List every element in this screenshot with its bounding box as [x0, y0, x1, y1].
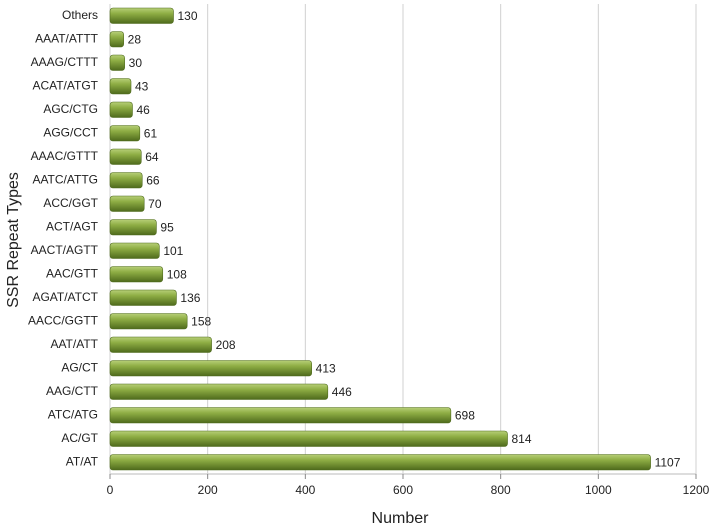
bar — [109, 289, 177, 306]
y-tick-label: AAAC/GTTT — [31, 149, 99, 163]
y-tick-label: AAG/CTT — [46, 384, 99, 398]
bar — [109, 266, 164, 283]
bar — [109, 360, 312, 377]
bar — [109, 125, 141, 142]
value-label: 130 — [177, 9, 197, 23]
value-label: 101 — [163, 244, 183, 258]
bar — [109, 407, 452, 424]
x-tick-label: 200 — [198, 483, 218, 497]
y-tick-label: AAAT/ATTT — [35, 31, 99, 45]
bar — [109, 219, 157, 236]
y-tick-label: ACT/AGT — [46, 219, 99, 233]
x-tick-label: 1000 — [585, 483, 612, 497]
x-tick-label: 400 — [295, 483, 315, 497]
bar — [109, 336, 212, 353]
value-label: 136 — [180, 291, 200, 305]
value-label: 66 — [146, 173, 160, 187]
y-tick-label: AT/AT — [66, 454, 99, 468]
y-tick-label: ACC/GGT — [43, 196, 98, 210]
value-label: 95 — [160, 220, 174, 234]
y-tick-label: AAT/ATT — [50, 337, 98, 351]
y-tick-label: AG/CT — [61, 360, 98, 374]
bar — [109, 148, 142, 165]
y-tick-label: AACT/AGTT — [31, 243, 99, 257]
bar — [109, 172, 143, 189]
value-label: 70 — [148, 197, 162, 211]
y-tick-label: AGC/CTG — [43, 102, 98, 116]
y-tick-label: Others — [62, 8, 98, 22]
bar — [109, 242, 160, 259]
y-tick-label: AGG/CCT — [43, 125, 98, 139]
value-label: 108 — [167, 267, 187, 281]
x-tick-label: 600 — [393, 483, 413, 497]
value-label: 158 — [191, 314, 211, 328]
bar — [109, 31, 124, 48]
value-label: 43 — [135, 79, 149, 93]
value-label: 814 — [512, 432, 532, 446]
value-label: 30 — [129, 56, 143, 70]
value-label: 64 — [145, 150, 159, 164]
bar — [109, 54, 125, 71]
y-tick-label: AGAT/ATCT — [32, 290, 98, 304]
value-label: 413 — [316, 361, 336, 375]
y-tick-label: AC/GT — [61, 431, 98, 445]
y-tick-label: ACAT/ATGT — [32, 78, 98, 92]
x-tick-label: 1200 — [683, 483, 709, 497]
value-label: 61 — [144, 126, 158, 140]
value-label: 1107 — [655, 455, 681, 469]
value-label: 698 — [455, 408, 475, 422]
bar — [109, 430, 508, 447]
y-tick-label: AACC/GGTT — [28, 313, 99, 327]
bar — [109, 101, 133, 118]
y-tick-label: AAC/GTT — [46, 266, 99, 280]
bar — [109, 383, 329, 400]
value-label: 28 — [128, 32, 142, 46]
x-tick-label: 0 — [107, 483, 114, 497]
bar — [109, 7, 174, 24]
bar — [109, 454, 651, 471]
bar — [109, 195, 145, 212]
bar — [109, 313, 188, 330]
value-label: 208 — [216, 338, 236, 352]
x-axis-title: Number — [372, 510, 430, 527]
y-tick-label: AATC/ATTG — [32, 172, 98, 186]
x-tick-label: 800 — [491, 483, 511, 497]
y-axis-title: SSR Repeat Types — [5, 172, 22, 308]
value-label: 446 — [332, 385, 352, 399]
y-tick-label: AAAG/CTTT — [31, 55, 99, 69]
y-tick-label: ATC/ATG — [48, 407, 98, 421]
bar — [109, 78, 132, 95]
value-label: 46 — [136, 103, 150, 117]
